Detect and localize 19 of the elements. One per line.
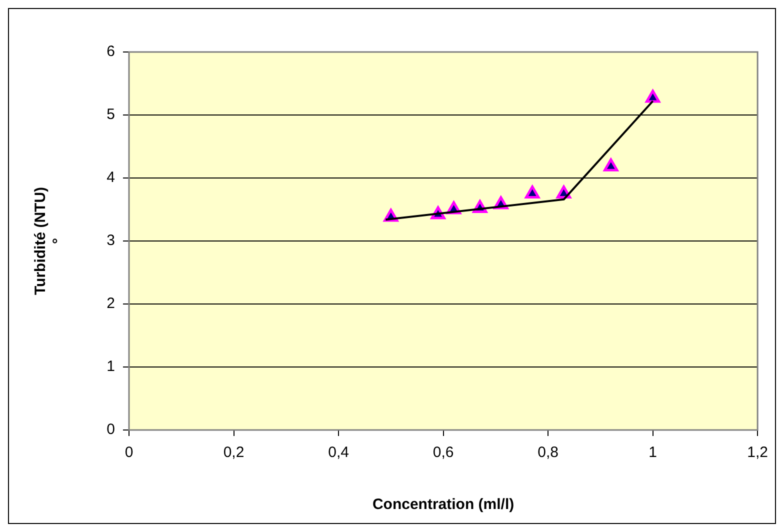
y-tick-label: 0 [106, 421, 115, 438]
y-tick-label: 4 [106, 169, 115, 186]
x-tick-label: 0,2 [223, 444, 244, 462]
x-tick-label: 1 [648, 444, 657, 462]
x-tick-label: 0,8 [538, 444, 558, 462]
y-tick-label: 2 [106, 295, 115, 312]
x-tick-label: 0,6 [432, 444, 454, 462]
x-axis-title: Concentration (ml/l) [372, 496, 514, 514]
point [604, 158, 618, 172]
x-tick-label: 0 [124, 444, 134, 462]
y-tick-label: 1 [106, 358, 115, 376]
y-tick-label: 6 [106, 43, 115, 60]
y-tick-label: 5 [106, 106, 115, 124]
x-tick-label: 1,2 [747, 444, 768, 462]
point [646, 90, 660, 103]
y-axis-title: Turbidité (NTU) ° [32, 186, 68, 296]
point [525, 186, 540, 198]
x-tick-label: 0,4 [328, 444, 349, 462]
y-tick-label: 3 [106, 232, 115, 250]
